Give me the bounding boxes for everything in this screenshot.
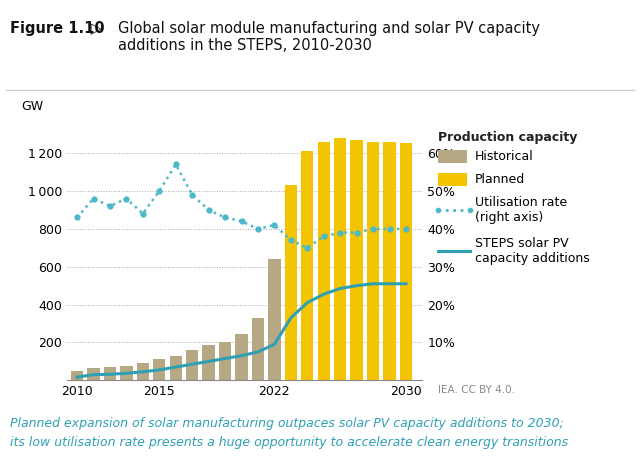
Bar: [400, 143, 412, 380]
Bar: [153, 360, 166, 380]
Bar: [104, 367, 116, 380]
Bar: [351, 140, 363, 380]
Text: Figure 1.10: Figure 1.10: [10, 21, 104, 36]
Bar: [137, 363, 149, 380]
Bar: [268, 259, 280, 380]
Bar: [285, 185, 297, 380]
Bar: [202, 345, 215, 380]
Text: GW: GW: [21, 100, 43, 112]
Bar: [367, 142, 380, 380]
Bar: [71, 371, 83, 380]
Bar: [170, 356, 182, 380]
Bar: [301, 151, 314, 380]
Bar: [236, 334, 248, 380]
Text: Global solar module manufacturing and solar PV capacity
additions in the STEPS, : Global solar module manufacturing and so…: [118, 21, 540, 53]
Bar: [383, 142, 396, 380]
Text: STEPS solar PV
capacity additions: STEPS solar PV capacity additions: [475, 237, 589, 265]
Bar: [219, 343, 231, 380]
Text: Utilisation rate
(right axis): Utilisation rate (right axis): [475, 196, 567, 224]
Bar: [87, 368, 100, 380]
Text: ▷: ▷: [86, 21, 111, 36]
Bar: [334, 138, 346, 380]
Text: Planned expansion of solar manufacturing outpaces solar PV capacity additions to: Planned expansion of solar manufacturing…: [10, 417, 568, 449]
Text: Planned: Planned: [475, 173, 525, 186]
Text: IEA. CC BY 4.0.: IEA. CC BY 4.0.: [438, 385, 515, 395]
Text: Historical: Historical: [475, 150, 534, 163]
Text: Production capacity: Production capacity: [438, 131, 578, 144]
Bar: [317, 142, 330, 380]
Bar: [120, 366, 132, 380]
Bar: [252, 318, 264, 380]
Bar: [186, 350, 198, 380]
